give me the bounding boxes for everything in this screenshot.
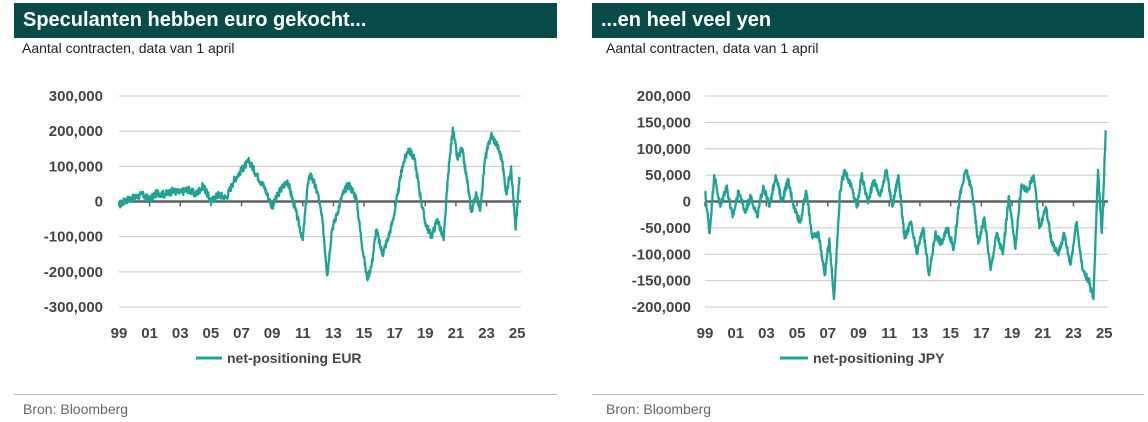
x-tick-label: 01 xyxy=(141,325,158,342)
source-note: Bron: Bloomberg xyxy=(23,401,129,417)
x-tick-label: 21 xyxy=(448,325,465,342)
y-tick-label: 100,000 xyxy=(49,158,103,175)
y-tick-label: 150,000 xyxy=(637,114,691,131)
chart-title: Speculanten hebben euro gekocht... xyxy=(14,3,557,38)
y-tick-label: -150,000 xyxy=(632,273,691,290)
x-tick-label: 09 xyxy=(264,325,281,342)
eur-chart-area: 300,000 200,000 100,000 0 -100,000 -200,000 -3… xyxy=(44,88,526,366)
chart-subtitle: Aantal contracten, data van 1 april xyxy=(22,40,235,56)
x-tick-label: 07 xyxy=(233,325,250,342)
x-tick-label: 07 xyxy=(819,325,836,342)
y-tick-label: -200,000 xyxy=(632,299,691,316)
legend-label: net-positioning JPY xyxy=(813,350,945,366)
y-tick-label: 300,000 xyxy=(49,88,103,105)
x-tick-label: 05 xyxy=(203,325,220,342)
series-line xyxy=(117,126,521,282)
x-tick-label: 03 xyxy=(172,325,189,342)
x-tick-label: 25 xyxy=(1096,325,1113,342)
x-tick-label: 19 xyxy=(417,325,434,342)
x-tick-label: 05 xyxy=(789,325,806,342)
x-tick-label: 21 xyxy=(1034,325,1051,342)
chart-title: ...en heel veel yen xyxy=(592,3,1144,38)
y-tick-label: -100,000 xyxy=(632,246,691,263)
y-tick-label: -100,000 xyxy=(44,229,103,246)
chart-panel-eur: Speculanten hebben euro gekocht... Aanta… xyxy=(0,0,557,422)
x-tick-label: 15 xyxy=(942,325,959,342)
x-tick-label: 03 xyxy=(758,325,775,342)
legend-label: net-positioning EUR xyxy=(227,350,362,366)
jpy-chart-area: 200,000 150,000 100,000 50,000 0 -50,000 -100,… xyxy=(632,88,1113,366)
x-tick-label: 23 xyxy=(478,325,495,342)
x-tick-label: 11 xyxy=(881,325,897,342)
y-tick-label: 0 xyxy=(95,194,103,211)
chart-panel-jpy: ...en heel veel yen Aantal contracten, d… xyxy=(587,0,1148,422)
x-tick-label: 13 xyxy=(912,325,929,342)
y-tick-label: 100,000 xyxy=(637,141,691,158)
source-divider xyxy=(592,394,1144,395)
x-tick-label: 09 xyxy=(850,325,867,342)
y-tick-label: -50,000 xyxy=(640,220,691,237)
x-tick-label: 11 xyxy=(295,325,311,342)
x-tick-label: 25 xyxy=(509,325,526,342)
x-tick-label: 17 xyxy=(386,325,403,342)
y-tick-label: 50,000 xyxy=(645,167,691,184)
x-tick-label: 23 xyxy=(1065,325,1082,342)
chart-subtitle: Aantal contracten, data van 1 april xyxy=(606,40,819,56)
x-tick-label: 99 xyxy=(111,325,128,342)
y-tick-label: 200,000 xyxy=(637,88,691,105)
y-tick-label: -300,000 xyxy=(44,299,103,316)
y-tick-label: -200,000 xyxy=(44,264,103,281)
source-divider xyxy=(14,394,557,395)
y-tick-label: 0 xyxy=(683,194,691,211)
y-tick-label: 200,000 xyxy=(49,123,103,140)
x-tick-label: 19 xyxy=(1004,325,1021,342)
x-tick-label: 15 xyxy=(356,325,373,342)
series-line xyxy=(704,130,1107,301)
x-tick-label: 01 xyxy=(727,325,744,342)
x-tick-label: 13 xyxy=(325,325,342,342)
x-tick-label: 17 xyxy=(973,325,990,342)
x-tick-label: 99 xyxy=(697,325,714,342)
source-note: Bron: Bloomberg xyxy=(606,401,712,417)
